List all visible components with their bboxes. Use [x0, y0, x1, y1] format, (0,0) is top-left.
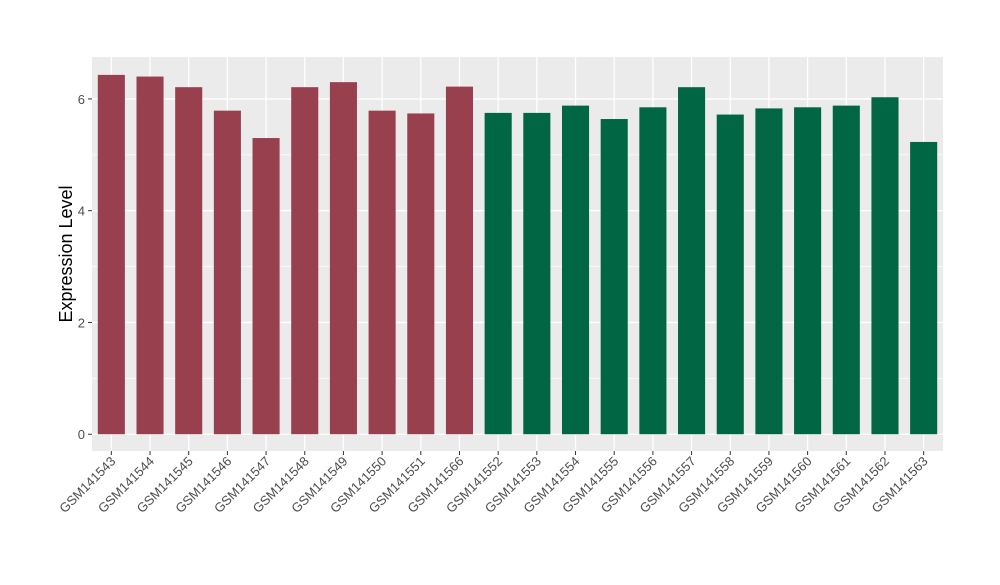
bar-GSM141552 [484, 112, 512, 435]
bar-GSM141557 [678, 87, 706, 435]
bar-GSM141545 [175, 87, 203, 435]
bars [97, 74, 938, 435]
bar-GSM141566 [445, 86, 474, 435]
bar-GSM141560 [794, 107, 822, 435]
y-tick-label: 0 [78, 427, 85, 442]
bar-GSM141549 [329, 82, 357, 435]
y-tick-label: 4 [78, 204, 85, 219]
bar-GSM141548 [291, 87, 319, 435]
bar-GSM141546 [213, 110, 241, 435]
bar-GSM141559 [755, 108, 783, 435]
bar-GSM141563 [910, 141, 938, 435]
bar-GSM141544 [136, 76, 164, 435]
y-axis: 0 2 4 6 [78, 92, 92, 442]
bar-GSM141556 [639, 107, 667, 435]
y-tick-label: 6 [78, 92, 85, 107]
bar-GSM141543 [97, 74, 125, 435]
bar-GSM141550 [368, 110, 396, 435]
bar-GSM141555 [600, 119, 628, 435]
bar-GSM141547 [252, 138, 280, 435]
bar-GSM141553 [523, 112, 551, 435]
bar-GSM141554 [561, 105, 590, 435]
bar-GSM141558 [716, 114, 744, 435]
bar-GSM141561 [832, 105, 860, 435]
x-axis: GSM141543GSM141544GSM141545GSM141546GSM1… [56, 451, 931, 516]
y-tick-label: 2 [78, 315, 85, 330]
y-axis-label: Expression Level [56, 185, 76, 322]
bar-GSM141562 [871, 97, 899, 435]
bar-GSM141551 [407, 113, 435, 435]
